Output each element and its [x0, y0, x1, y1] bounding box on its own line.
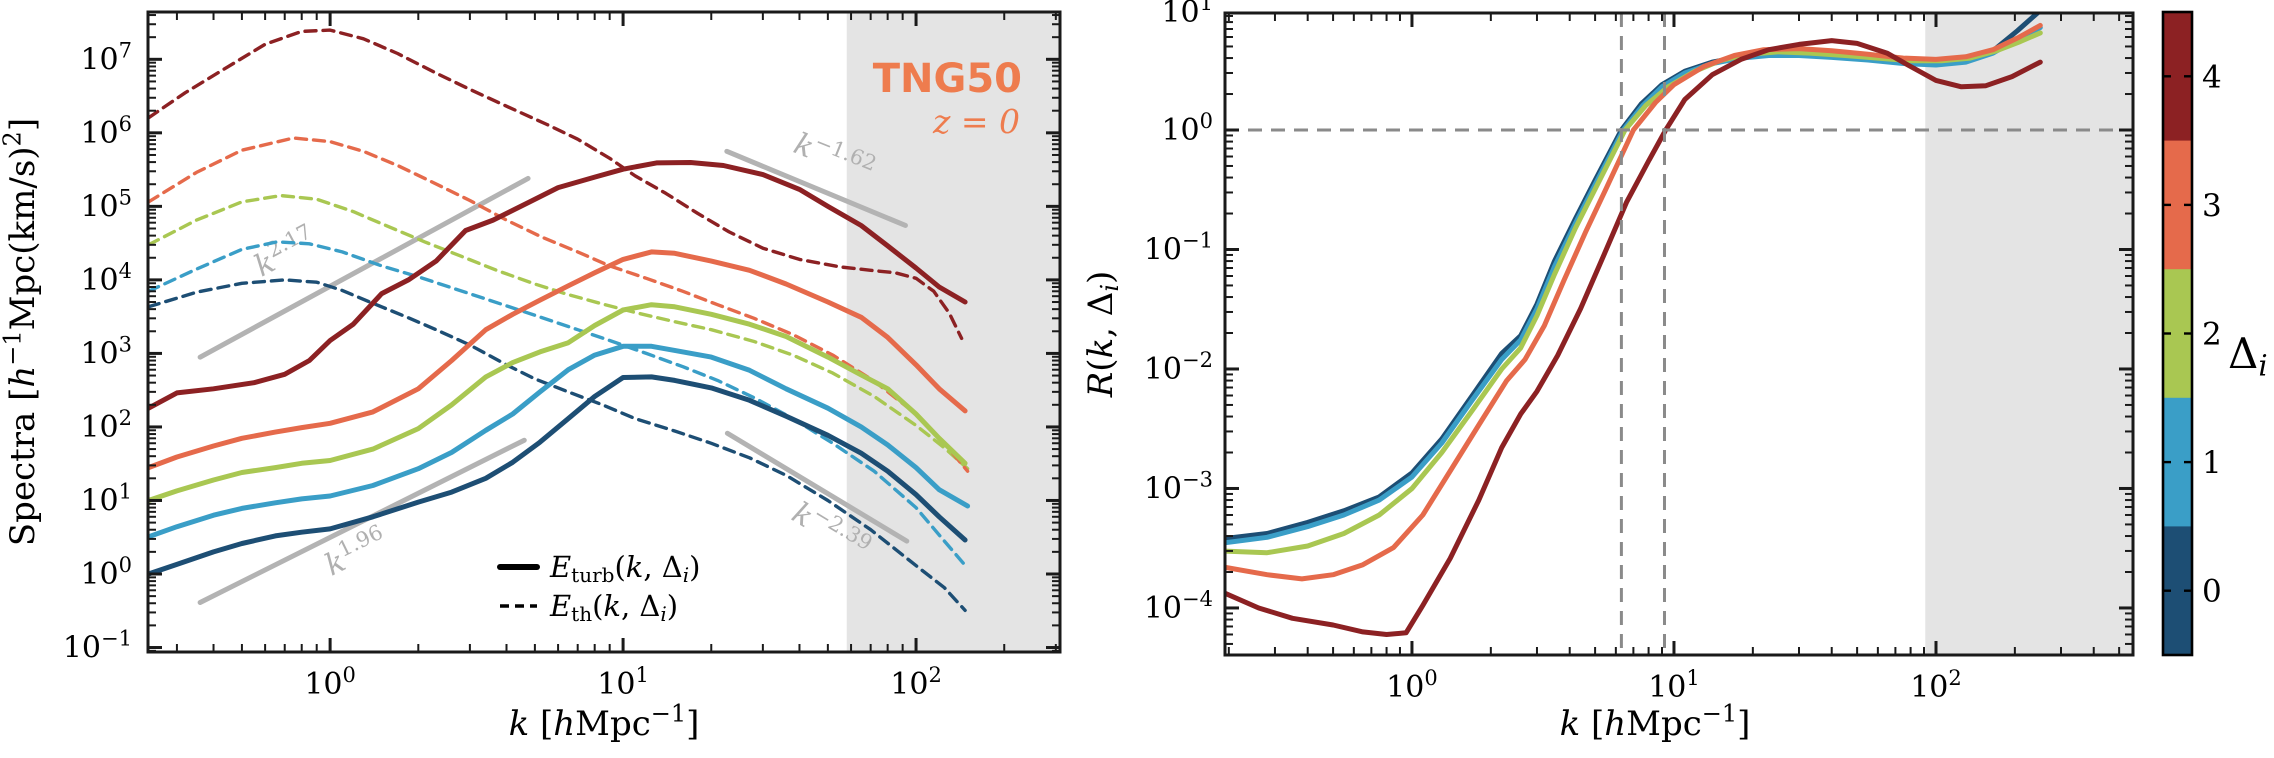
y-tick-label: 100: [80, 553, 132, 592]
x-tick-label: 101: [597, 663, 649, 702]
curve-R_d0: [1225, 13, 2042, 541]
y-tick-label: 103: [80, 332, 132, 371]
sim-label: TNG50: [873, 56, 1022, 102]
curve-R_d2: [1225, 30, 2043, 556]
curve-E_th_d1: [148, 240, 970, 570]
unresolved-scales-band: [1925, 13, 2133, 655]
powerlaw-guide-label-k217: k2.17: [247, 219, 323, 284]
legend: Eturb(k, Δi)Eth(k, Δi): [497, 550, 700, 626]
y-tick-label: 101: [80, 479, 132, 518]
colorbar-tick-label: 1: [2202, 445, 2222, 481]
y-tick-label: 10−1: [1144, 228, 1213, 267]
x-axis-label: k [hMpc−1]: [509, 699, 700, 744]
x-tick-label: 100: [304, 663, 356, 702]
curve-E_turb_d4: [148, 160, 968, 411]
x-tick-label: 101: [1648, 666, 1700, 705]
ticks-layer: [1225, 13, 2133, 655]
y-tick-label: 102: [80, 406, 132, 445]
curves-layer: [1225, 13, 2043, 637]
curves-layer: [148, 28, 971, 613]
y-tick-label: 10−4: [1144, 587, 1213, 626]
colorbar-tick-label: 2: [2202, 317, 2222, 353]
ticks-layer: [148, 12, 1060, 652]
y-tick-label: 100: [1161, 109, 1213, 148]
legend-label-dashed: Eth(k, Δi): [549, 589, 678, 626]
x-tick-label: 102: [1910, 666, 1962, 705]
y-tick-label: 104: [80, 259, 132, 298]
powerlaw-guide-line-km162: [724, 148, 908, 228]
y-tick-label: 101: [1161, 0, 1213, 30]
y-tick-label: 10−1: [63, 627, 132, 666]
powerlaw-guide-line-km239: [724, 430, 910, 544]
y-tick-label: 106: [80, 112, 132, 151]
curve-R_d1: [1225, 25, 2043, 546]
curve-E_th_d3: [148, 136, 970, 473]
curve-E_th_d0: [148, 278, 967, 613]
colorbar-tick-label: 0: [2202, 574, 2222, 610]
figure-text-layer: TNG50 z = 0: [873, 56, 1022, 141]
colorbar: 4 3 2 1 0 Δi: [2161, 10, 2268, 657]
curve-E_th_d4: [148, 28, 964, 341]
y-tick-label: 107: [80, 38, 132, 77]
curve-R_d4: [1225, 38, 2043, 637]
y-axis-label: Spectra [h−1Mpc(km/s)2]: [0, 118, 43, 546]
curve-E_turb_d0: [148, 374, 968, 577]
y-axis-label: R(k, Δi): [1081, 271, 1124, 399]
x-axis-label: k [hMpc−1]: [1560, 699, 1751, 744]
redshift-label: z = 0: [932, 102, 1020, 141]
colorbar-tick-label: 3: [2202, 188, 2222, 224]
legend-label-solid: Eturb(k, Δi): [549, 550, 700, 587]
powerlaw-guide-line-k217: [197, 175, 531, 360]
colorbar-axis-label: Δi: [2228, 329, 2268, 383]
curve-E_turb_d1: [148, 343, 971, 540]
x-tick-label: 102: [890, 663, 942, 702]
y-tick-label: 10−2: [1144, 348, 1213, 387]
curve-E_turb_d2: [148, 302, 968, 503]
x-tick-label: 100: [1386, 666, 1438, 705]
colorbar-tick-label: 4: [2202, 59, 2222, 95]
curve-E_turb_d3: [148, 249, 968, 471]
y-tick-label: 105: [80, 185, 132, 224]
curve-R_d3: [1225, 22, 2043, 582]
y-tick-label: 10−3: [1144, 467, 1213, 506]
curve-E_th_d2: [148, 193, 970, 471]
